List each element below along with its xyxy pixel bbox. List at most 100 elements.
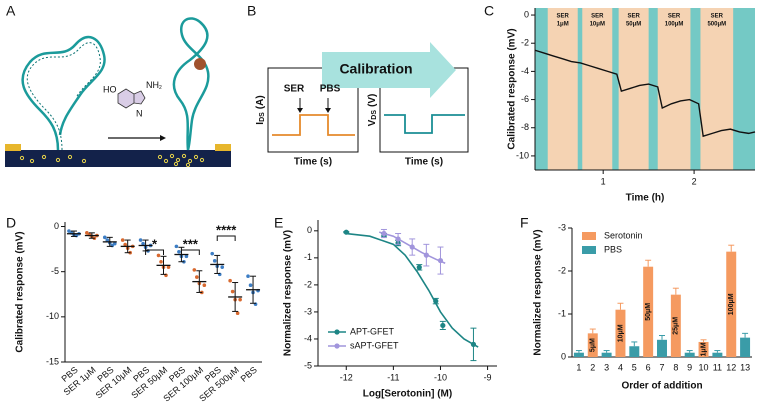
x-axis-label: Time (s) xyxy=(294,157,332,168)
band-label: SER xyxy=(711,14,724,20)
panel-a: HO NH2 N xyxy=(5,17,231,168)
y-tick-label: -8 xyxy=(521,122,529,132)
y-axis-label: DS xyxy=(371,110,378,120)
y-tick-label: 0 xyxy=(54,221,59,231)
aptamer xyxy=(172,17,210,151)
bar-label: 100μM xyxy=(728,293,735,315)
electrode xyxy=(5,144,21,151)
panel-label: D xyxy=(6,215,16,231)
bar-label: 50μM xyxy=(645,303,652,321)
data-point xyxy=(409,244,415,250)
data-point xyxy=(238,297,242,302)
y-axis-label: Calibrated response (mV) xyxy=(507,28,518,149)
current-trace xyxy=(272,114,355,136)
data-point xyxy=(120,238,125,242)
aptamer xyxy=(26,42,101,151)
y-axis-label: Normalized response (mV) xyxy=(283,230,294,356)
fit-curve xyxy=(346,232,479,348)
molecule-label: NH2 xyxy=(146,80,162,91)
bar xyxy=(670,294,681,357)
panel-label: C xyxy=(484,3,494,19)
x-tick-label: 2 xyxy=(590,362,595,372)
bar-label: 1μM xyxy=(700,342,707,356)
x-tick-label: 10 xyxy=(699,362,709,372)
y-tick-label: -6 xyxy=(521,94,529,104)
data-point xyxy=(112,241,117,246)
arrow-label: SER xyxy=(284,84,305,95)
data-point xyxy=(470,341,477,347)
calibration-arrow xyxy=(322,42,456,98)
data-point xyxy=(423,252,429,258)
y-tick-label: -10 xyxy=(46,311,59,321)
data-point xyxy=(437,257,444,264)
x-tick-label: 8 xyxy=(673,362,678,372)
panel-label: B xyxy=(247,3,256,19)
x-tick-label: 4 xyxy=(618,362,623,372)
calibration-title: Calibration xyxy=(339,61,412,77)
y-tick-label: -3 xyxy=(304,306,312,316)
data-point xyxy=(102,235,107,240)
panel-label: E xyxy=(274,215,283,231)
band xyxy=(547,8,578,170)
y-axis-label: DS xyxy=(259,112,266,122)
y-tick-label: -15 xyxy=(46,356,59,366)
legend-swatch xyxy=(582,246,596,254)
y-axis-label: IDS (A) xyxy=(255,95,266,124)
y-tick-label: -4 xyxy=(521,66,529,76)
x-tick-label: 3 xyxy=(604,362,609,372)
y-tick-label: -3 xyxy=(558,222,566,232)
data-point xyxy=(166,265,171,269)
band-label: SER xyxy=(557,14,570,20)
data-point xyxy=(395,236,401,242)
bar xyxy=(587,333,598,357)
bar xyxy=(698,341,709,357)
ions xyxy=(19,153,205,168)
x-tick-label: PBS xyxy=(239,365,259,384)
band xyxy=(700,8,734,170)
data-point xyxy=(202,283,207,288)
x-axis-label: Order of addition xyxy=(621,381,702,392)
molecule xyxy=(117,88,146,109)
y-tick-label: 0 xyxy=(307,225,312,235)
band-label: 100μM xyxy=(665,22,684,28)
data-point xyxy=(195,275,199,279)
band-label: SER xyxy=(668,14,681,20)
y-tick-label: -1 xyxy=(304,252,312,262)
y-tick-label: -2 xyxy=(521,38,529,48)
x-tick-label: 13 xyxy=(740,362,750,372)
serotonin-bound xyxy=(194,58,206,70)
x-tick-label: -11 xyxy=(387,372,399,382)
legend-label: Serotonin xyxy=(604,230,643,240)
bar xyxy=(712,352,723,357)
y-axis-label: Normalized response (mV) xyxy=(533,229,544,355)
legend-swatch xyxy=(582,232,596,240)
data-point xyxy=(184,254,189,259)
data-point xyxy=(220,265,225,269)
y-tick-label: -2 xyxy=(304,279,312,289)
significance-label: * xyxy=(152,236,158,251)
y-tick-label: -10 xyxy=(516,150,529,160)
bar xyxy=(657,339,667,357)
legend-label: PBS xyxy=(604,244,622,254)
data-point xyxy=(433,298,439,304)
data-point xyxy=(159,259,163,264)
data-point xyxy=(212,259,217,263)
molecule-label: 2 xyxy=(159,85,162,91)
legend-label: APT-GFET xyxy=(350,326,395,336)
x-tick-label: -10 xyxy=(434,372,447,382)
x-tick-label: -9 xyxy=(484,372,492,382)
band-label: SER xyxy=(591,14,604,20)
legend-swatch xyxy=(334,329,340,335)
x-tick-label: 11 xyxy=(713,362,722,372)
legend-swatch xyxy=(334,343,340,349)
x-tick-label: 2 xyxy=(692,176,697,186)
x-tick-label: 9 xyxy=(687,362,692,372)
x-tick-label: 6 xyxy=(646,362,651,372)
significance-bracket xyxy=(145,249,164,255)
significance-bracket xyxy=(216,235,236,241)
molecule-label: NH xyxy=(146,80,159,90)
data-point xyxy=(177,250,181,254)
bar xyxy=(573,352,584,357)
